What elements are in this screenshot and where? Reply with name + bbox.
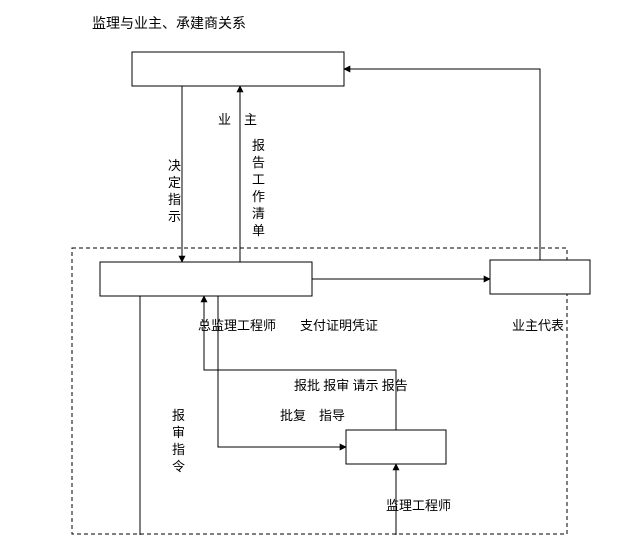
edge-label-A_to_B_decide: 决 — [168, 158, 181, 173]
node-label-B: 总监理工程师 — [198, 318, 276, 333]
edge-D_to_A — [344, 69, 540, 260]
node-D — [490, 260, 590, 294]
edge-label-A_to_B_decide: 示 — [168, 209, 181, 224]
edge-label-B_to_A_report: 工 — [252, 172, 265, 187]
node-B — [100, 262, 312, 296]
node-C — [346, 430, 446, 464]
node-A — [132, 52, 344, 86]
edge-label-A_to_B_decide: 定 — [168, 175, 181, 190]
edge-label-B_to_A_report: 作 — [252, 189, 265, 204]
edge-label-B_down_left: 审 — [172, 425, 185, 440]
edge-label-B_down_left: 报 — [172, 408, 185, 423]
edge-label-B_to_D_pay: 支付证明凭证 — [300, 318, 378, 333]
edge-label-A_to_B_decide: 指 — [168, 192, 181, 207]
edge-label-C_to_B_request: 报批 报审 请示 报告 — [294, 378, 408, 393]
node-label-C: 监理工程师 — [386, 498, 451, 513]
edge-label-B_to_A_report: 单 — [252, 223, 265, 238]
edge-label-B_to_C_approve: 批复 指导 — [280, 408, 345, 423]
edge-label-B_down_left: 令 — [172, 459, 185, 474]
edge-label-B_down_left: 指 — [172, 442, 185, 457]
node-label-A: 业 主 — [218, 112, 257, 127]
diagram-title: 监理与业主、承建商关系 — [92, 16, 246, 32]
node-label-D: 业主代表 — [512, 318, 564, 333]
edge-label-B_to_A_report: 报 — [252, 138, 265, 153]
relationship-diagram: 监理与业主、承建商关系决定指示报告工作清单支付证明凭证报审指令批复 指导报批 报… — [0, 0, 626, 535]
edge-label-B_to_A_report: 告 — [252, 155, 265, 170]
edge-label-B_to_A_report: 清 — [252, 206, 265, 221]
